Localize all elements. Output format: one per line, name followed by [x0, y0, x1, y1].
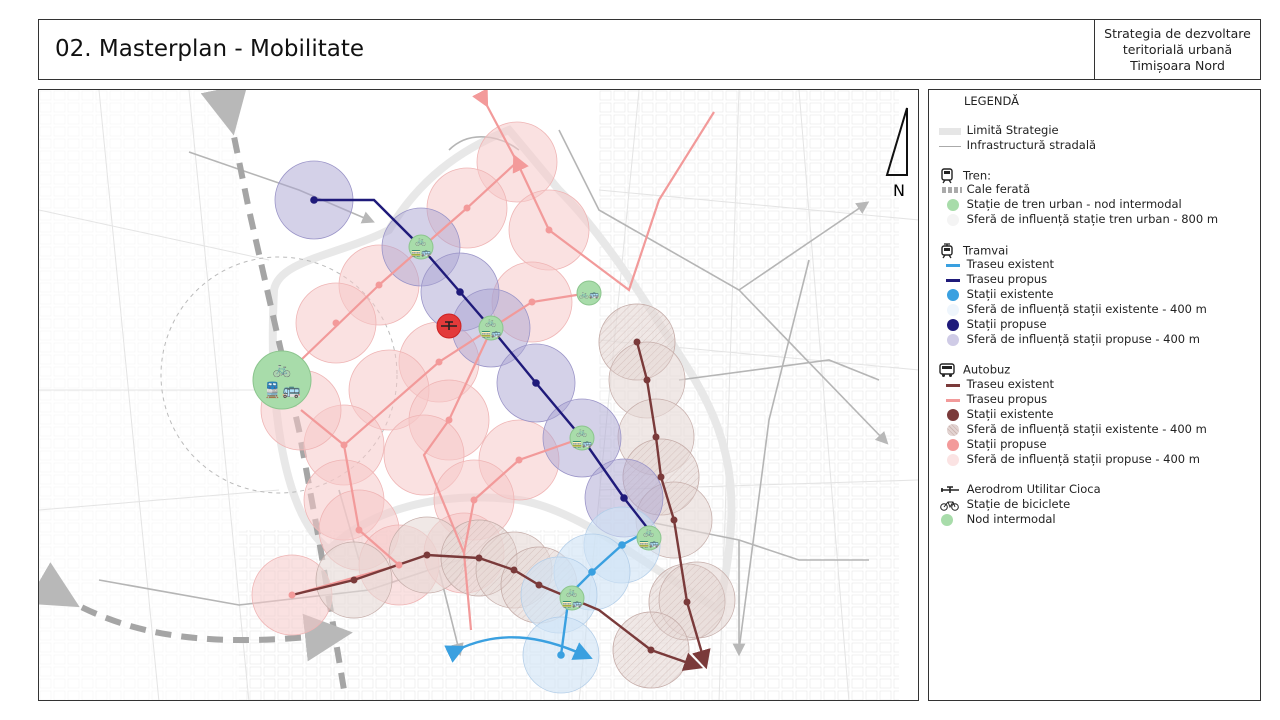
railway-swatch	[939, 184, 963, 196]
svg-text:🚲: 🚲	[273, 360, 292, 378]
north-arrow: N	[885, 107, 908, 200]
project-title-line: Timișoara Nord	[1130, 58, 1225, 73]
header-bar: 02. Masterplan - Mobilitate Strategia de…	[38, 19, 1261, 80]
bus-existing-sphere-swatch	[939, 423, 963, 436]
north-label: N	[893, 181, 905, 200]
page-title: 02. Masterplan - Mobilitate	[55, 36, 364, 62]
legend-item: Stație de biciclete	[939, 497, 1070, 512]
bus-existing-stop-swatch	[939, 408, 963, 421]
railway-branch	[39, 562, 353, 662]
strategy-limit-swatch	[939, 125, 963, 137]
legend-title: LEGENDĂ	[964, 94, 1019, 108]
legend-item: Limită Strategie	[939, 123, 1059, 138]
intermodal-node[interactable]: 🚲 🚃🚌	[559, 585, 585, 611]
bus-proposed-stops	[288, 158, 553, 599]
project-title-line: Strategia de dezvoltare	[1104, 26, 1251, 41]
aerodrome-marker[interactable]	[436, 313, 462, 339]
plane-icon	[939, 484, 963, 496]
legend-section-train: Tren:	[939, 168, 991, 184]
project-title-box: Strategia de dezvoltare teritorială urba…	[1094, 20, 1260, 79]
train-station-swatch	[939, 198, 963, 211]
legend-item: Stație de tren urban - nod intermodal	[939, 197, 1182, 212]
train-icon	[939, 168, 955, 184]
bus-existing-stops	[350, 338, 691, 654]
bus-icon	[939, 362, 955, 378]
legend-item: Traseu existent	[939, 257, 1054, 272]
legend-item: Stații existente	[939, 287, 1053, 302]
legend-item: Cale ferată	[939, 182, 1030, 197]
intermodal-node[interactable]: 🚲 🚃🚌	[408, 234, 434, 260]
tram-existing-stops	[557, 541, 626, 659]
legend-item: Sferă de influență stații propuse - 400 …	[939, 332, 1200, 347]
legend-item: Stații existente	[939, 407, 1053, 422]
svg-text:🚲: 🚲	[566, 588, 577, 598]
legend-item: Aerodrom Utilitar Cioca	[939, 482, 1101, 497]
legend-panel: LEGENDĂ Limită Strategie Infrastructură …	[928, 89, 1261, 701]
tram-icon	[939, 243, 955, 259]
train-sphere-swatch	[939, 213, 963, 226]
legend-item: Sferă de influență stații existente - 40…	[939, 302, 1207, 317]
legend-item: Traseu propus	[939, 272, 1047, 287]
svg-text:🚲: 🚲	[485, 318, 496, 328]
legend-item: Traseu existent	[939, 377, 1054, 392]
svg-text:🚃🚌: 🚃🚌	[639, 539, 659, 548]
legend-item: Traseu propus	[939, 392, 1047, 407]
svg-text:🚃🚌: 🚃🚌	[572, 439, 592, 448]
legend-item: Stații propuse	[939, 437, 1047, 452]
intermodal-node[interactable]: 🚲🚌	[576, 280, 602, 306]
legend-item: Sferă de influență stație tren urban - 8…	[939, 212, 1218, 227]
legend-item: Sferă de influență stații propuse - 400 …	[939, 452, 1200, 467]
tram-existing-swatch	[939, 259, 963, 271]
masterplan-map[interactable]: 🚲 🚃🚌 🚲 🚃🚌 🚲🚌 🚲 🚃🚌 🚲 🚃🚌	[38, 89, 919, 701]
intermodal-node[interactable]: 🚲 🚃🚌	[636, 525, 662, 551]
legend-item: Nod intermodal	[939, 512, 1056, 527]
train-station-node[interactable]: 🚲 🚆🚌	[252, 350, 312, 410]
bus-proposed-sphere-swatch	[939, 453, 963, 466]
bicycle-icon	[939, 499, 963, 511]
svg-text:🚲: 🚲	[576, 428, 587, 438]
bus-proposed-swatch	[939, 394, 963, 406]
legend-section-bus: Autobuz	[939, 362, 1010, 378]
legend-section-tram: Tramvai	[939, 243, 1008, 259]
project-title-line: teritorială urbană	[1122, 42, 1233, 57]
bus-existing-swatch	[939, 379, 963, 391]
legend-item: Sferă de influență stații existente - 40…	[939, 422, 1207, 437]
svg-text:🚲🚌: 🚲🚌	[579, 290, 599, 299]
bus-proposed-stop-swatch	[939, 438, 963, 451]
legend-item: Stații propuse	[939, 317, 1047, 332]
svg-text:🚆🚌: 🚆🚌	[263, 381, 301, 399]
intermodal-nodes[interactable]: 🚲 🚃🚌 🚲 🚃🚌 🚲🚌 🚲 🚃🚌 🚲 🚃🚌	[252, 234, 662, 611]
tram-proposed-stops	[310, 196, 628, 502]
tram-proposed-stop-swatch	[939, 318, 963, 331]
legend-item: Infrastructură stradală	[939, 138, 1096, 153]
road-swatch	[939, 140, 963, 152]
svg-text:🚃🚌: 🚃🚌	[411, 248, 431, 257]
tram-proposed-sphere-swatch	[939, 333, 963, 346]
map-canvas[interactable]: 🚲 🚃🚌 🚲 🚃🚌 🚲🚌 🚲 🚃🚌 🚲 🚃🚌	[39, 90, 919, 701]
tram-proposed-swatch	[939, 274, 963, 286]
svg-text:🚲: 🚲	[643, 528, 654, 538]
svg-text:🚃🚌: 🚃🚌	[481, 329, 501, 338]
tram-existing-sphere-swatch	[939, 303, 963, 316]
svg-text:🚲: 🚲	[415, 237, 426, 247]
intermodal-node-swatch	[939, 513, 963, 526]
intermodal-node[interactable]: 🚲 🚃🚌	[478, 315, 504, 341]
tram-existing-stop-swatch	[939, 288, 963, 301]
svg-text:🚃🚌: 🚃🚌	[562, 599, 582, 608]
intermodal-node[interactable]: 🚲 🚃🚌	[569, 425, 595, 451]
